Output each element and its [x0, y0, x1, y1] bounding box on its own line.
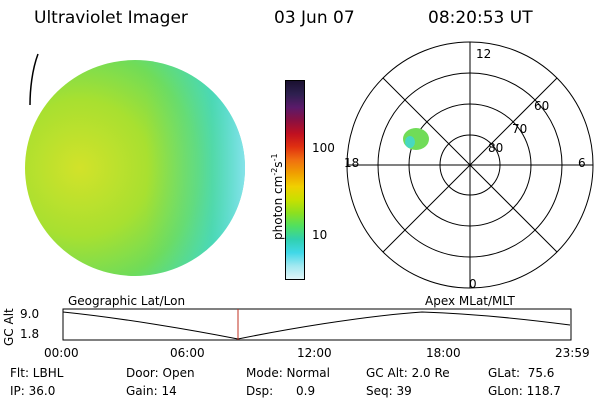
timeline-xtick-0: 00:00 [44, 346, 79, 360]
timeline-xtick-2: 12:00 [297, 346, 332, 360]
status-ip: IP: 36.0 [10, 384, 56, 398]
status-gain: Gain: 14 [126, 384, 177, 398]
mlt-label-0: 0 [469, 277, 477, 291]
lat-label-80: 80 [488, 141, 503, 155]
timeline-xtick-3: 18:00 [426, 346, 461, 360]
lat-label-60: 60 [534, 99, 549, 113]
timeline-right-caption: Apex MLat/MLT [425, 294, 515, 308]
time-label: 08:20:53 UT [428, 8, 533, 28]
mlt-label-18: 18 [344, 156, 359, 170]
altitude-curve [62, 311, 571, 340]
status-gc-alt: GC Alt: 2.0 Re [366, 366, 450, 380]
timeline-xtick-1: 06:00 [170, 346, 205, 360]
status-door: Door: Open [126, 366, 195, 380]
limb-arc [29, 53, 39, 106]
colorbar-tick-high: 100 [312, 141, 335, 155]
uv-earth-image [25, 53, 245, 276]
timeline-ytick-low: 1.8 [20, 327, 40, 341]
instrument-title: Ultraviolet Imager [34, 8, 188, 28]
status-filter: Flt: LBHL [10, 366, 64, 380]
colorbar [285, 80, 305, 280]
timeline-frame [62, 308, 572, 341]
status-mode: Mode: Normal [246, 366, 330, 380]
timeline-axis-title: GC Alt [2, 308, 16, 346]
timeline-left-caption: Geographic Lat/Lon [68, 294, 186, 308]
colorbar-tick-low: 10 [312, 228, 328, 242]
mlt-label-12: 12 [476, 47, 491, 61]
date-label: 03 Jun 07 [274, 8, 355, 28]
status-dsp: Dsp: 0.9 [246, 384, 316, 398]
polar-plot: 12 18 6 0 60 70 80 [344, 41, 594, 291]
status-glat: GLat: 75.6 [488, 366, 555, 380]
timeline-ytick-high: 9.0 [20, 307, 40, 321]
colorbar-unit-label: photon cm-2s-1 [270, 153, 285, 240]
mlt-label-6: 6 [578, 156, 586, 170]
status-glon: GLon: 118.7 [488, 384, 561, 398]
status-seq: Seq: 39 [366, 384, 412, 398]
timeline-xtick-4: 23:59 [555, 346, 590, 360]
timeline-plot [62, 308, 572, 341]
lat-label-70: 70 [512, 122, 527, 136]
